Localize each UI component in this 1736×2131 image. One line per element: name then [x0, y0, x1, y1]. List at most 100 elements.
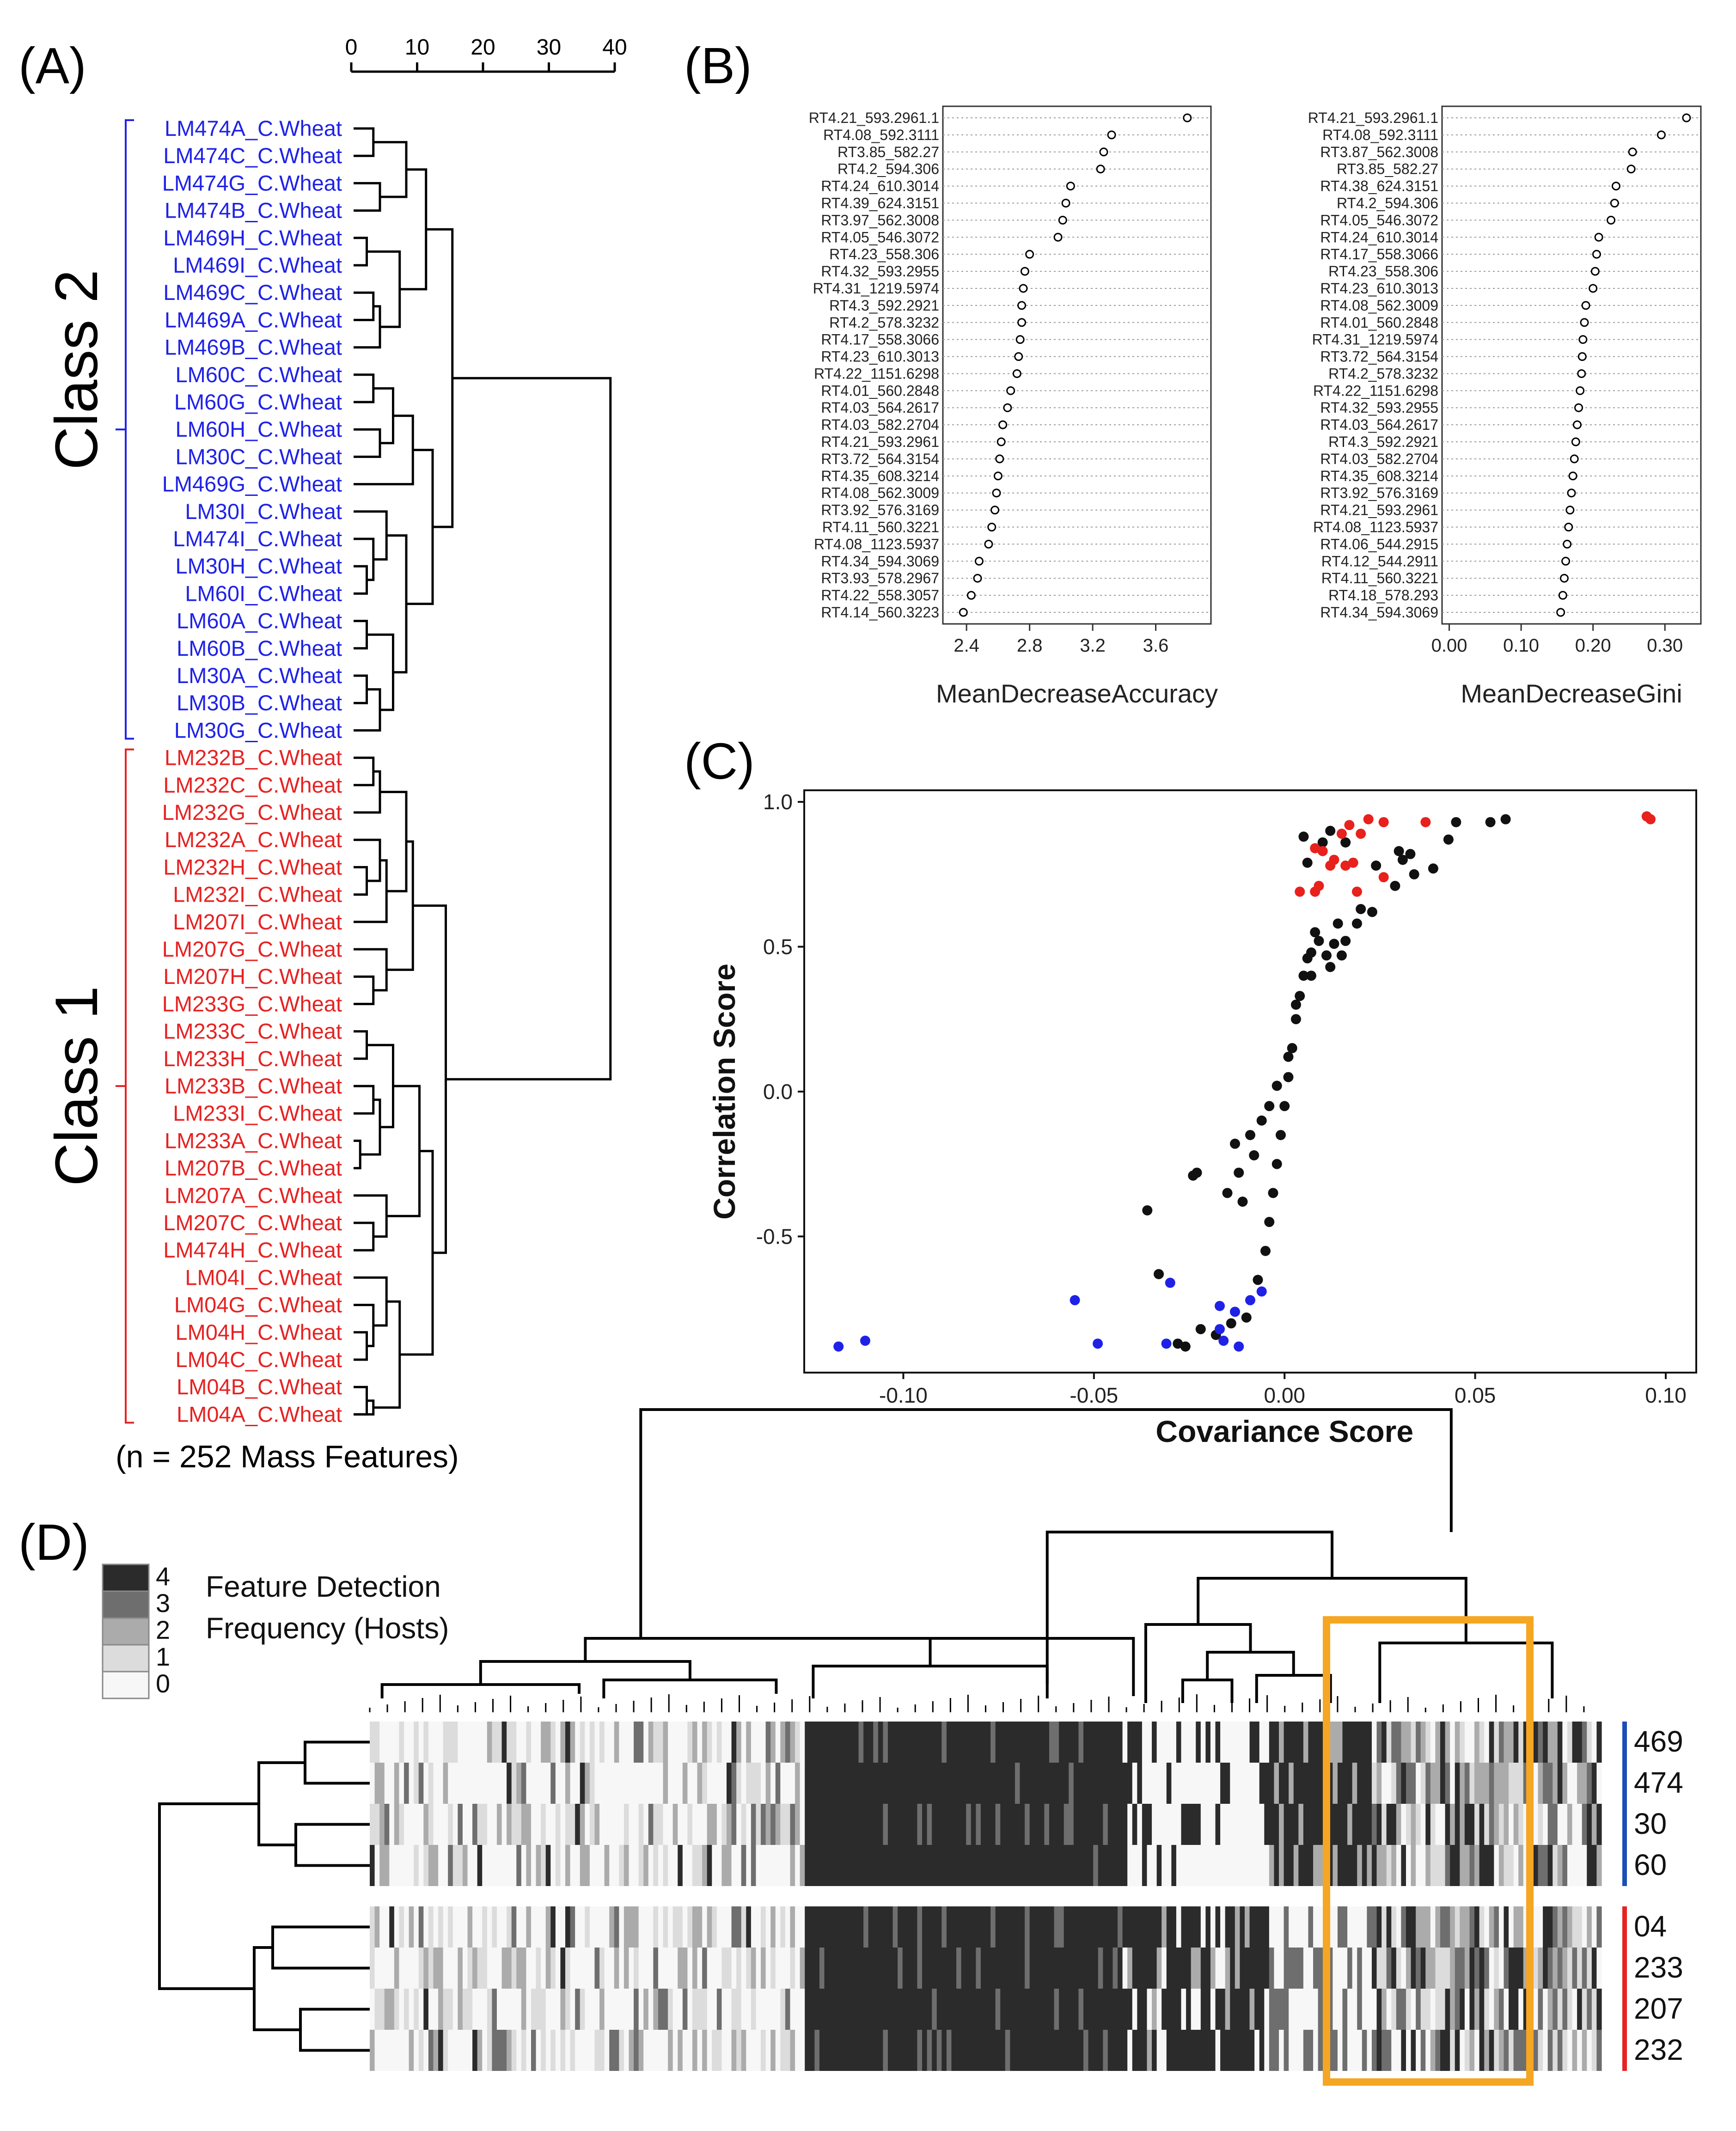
- heat-cell: [1269, 1989, 1275, 2030]
- heat-cell: [1557, 1763, 1563, 1804]
- heat-cell: [1034, 1948, 1040, 1989]
- heat-cell: [541, 1948, 546, 1989]
- x-tick-label: 3.6: [1143, 635, 1169, 656]
- heat-cell: [575, 1804, 581, 1845]
- heat-cell: [507, 1906, 512, 1948]
- heat-cell: [849, 1989, 854, 2030]
- importance-point: [974, 556, 984, 566]
- heat-cell: [1064, 1906, 1069, 1948]
- heat-cell: [1547, 1804, 1553, 1845]
- sample-label: LM232A_C.Wheat: [165, 827, 342, 852]
- heat-cell: [1464, 1804, 1470, 1845]
- feature-label: RT4.11_560.3221: [1321, 570, 1438, 586]
- heat-cell: [692, 1845, 698, 1886]
- heat-cell: [1342, 1845, 1348, 1886]
- heat-cell: [668, 1804, 673, 1845]
- heat-cell: [770, 1845, 776, 1886]
- heat-cell: [1577, 2030, 1583, 2071]
- heat-cell: [741, 1804, 746, 1845]
- heat-cell: [858, 2030, 864, 2071]
- heat-cell: [1147, 1948, 1152, 1989]
- heat-cell: [873, 1948, 879, 1989]
- heat-cell: [1391, 1722, 1397, 1763]
- heat-cell: [462, 1845, 468, 1886]
- heat-cell: [800, 1763, 805, 1804]
- heat-cell: [1518, 1906, 1524, 1948]
- heat-cell: [1210, 1763, 1216, 1804]
- heat-cell: [1142, 1989, 1148, 2030]
- data-point-other: [1253, 1275, 1263, 1285]
- heat-cell: [1264, 1845, 1270, 1886]
- heat-cell: [507, 1804, 512, 1845]
- heat-cell: [1049, 1845, 1055, 1886]
- heat-cell: [1352, 1722, 1357, 1763]
- heat-cell: [399, 2030, 404, 2071]
- heat-cell: [1015, 2030, 1021, 2071]
- heat-cell: [1577, 1763, 1583, 1804]
- importance-point: [1020, 267, 1029, 276]
- heat-cell: [458, 2030, 463, 2071]
- heat-cell: [438, 1804, 444, 1845]
- heat-cell: [629, 1906, 634, 1948]
- heat-cell: [731, 1845, 737, 1886]
- heat-cell: [418, 1989, 424, 2030]
- heat-cell: [1391, 1763, 1397, 1804]
- heat-cell: [1171, 1845, 1177, 1886]
- heat-cell: [1200, 1906, 1206, 1948]
- heat-cell: [555, 1722, 561, 1763]
- heat-cell: [511, 2030, 517, 2071]
- heat-cell: [1367, 2030, 1372, 2071]
- heat-cell: [1171, 1763, 1177, 1804]
- heat-cell: [1450, 1722, 1455, 1763]
- heat-cell: [1538, 1804, 1543, 1845]
- heat-cell: [692, 1906, 698, 1948]
- data-point-other: [1302, 857, 1313, 868]
- heat-cell: [672, 1804, 678, 1845]
- heat-cell: [805, 1763, 810, 1804]
- heat-cell: [1054, 1722, 1059, 1763]
- heat-cell: [756, 1763, 761, 1804]
- heat-cell: [1264, 1804, 1270, 1845]
- heat-cell: [1455, 1989, 1460, 2030]
- heat-cell: [526, 1948, 532, 1989]
- heat-cell: [1186, 1845, 1192, 1886]
- dendrogram-branch: [386, 1085, 421, 1217]
- dendrogram-branch: [354, 1085, 375, 1115]
- heat-cell: [1464, 2030, 1470, 2071]
- heat-cell: [1235, 1763, 1241, 1804]
- heat-cell: [824, 2030, 830, 2071]
- heat-cell: [1484, 1906, 1490, 1948]
- heat-cell: [374, 1906, 380, 1948]
- feature-label: RT4.08_562.3009: [821, 485, 939, 501]
- heat-cell: [892, 1804, 898, 1845]
- heat-cell: [668, 1845, 673, 1886]
- heat-cell: [653, 1989, 659, 2030]
- heat-cell: [589, 1722, 595, 1763]
- heat-cell: [1073, 1948, 1079, 1989]
- heat-cell: [1274, 1845, 1279, 1886]
- heat-cell: [912, 1989, 918, 2030]
- heat-cell: [1264, 1989, 1270, 2030]
- data-point-other: [1226, 1318, 1236, 1329]
- heat-cell: [829, 1804, 835, 1845]
- heat-cell: [805, 1906, 810, 1948]
- heat-cell: [878, 1948, 884, 1989]
- heat-cell: [1504, 1906, 1509, 1948]
- heat-cell: [834, 1763, 839, 1804]
- heat-cell: [1420, 1948, 1426, 1989]
- heat-cell: [541, 1906, 546, 1948]
- heat-cell: [887, 2030, 893, 2071]
- heat-cell: [1460, 2030, 1465, 2071]
- heat-cell: [795, 1804, 801, 1845]
- heat-cell: [1411, 1804, 1416, 1845]
- column-dendrogram-branch: [639, 1408, 1453, 1638]
- scale-tick-label: 0: [345, 35, 358, 60]
- heat-cell: [1054, 1763, 1059, 1804]
- heat-cell: [887, 1906, 893, 1948]
- heat-cell: [731, 1763, 737, 1804]
- heat-cell: [1543, 1845, 1548, 1886]
- data-point-class1-marker: [1645, 814, 1656, 824]
- heat-cell: [555, 1763, 561, 1804]
- heat-cell: [374, 1722, 380, 1763]
- sample-label: LM207H_C.Wheat: [163, 964, 342, 989]
